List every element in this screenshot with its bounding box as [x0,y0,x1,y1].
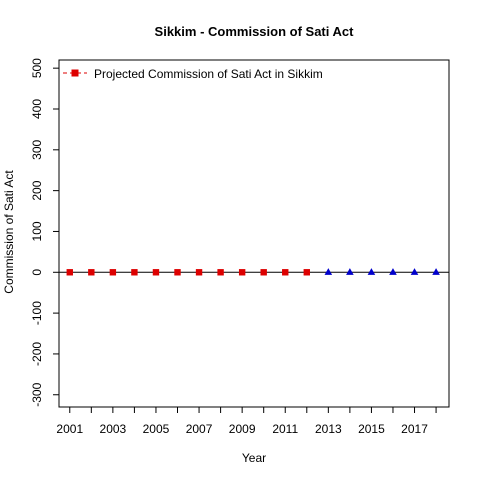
y-tick-label: 400 [30,99,44,119]
chart-title: Sikkim - Commission of Sati Act [155,24,355,39]
x-tick-label: 2009 [229,422,256,436]
legend: Projected Commission of Sati Act in Sikk… [63,67,323,81]
legend-square-marker [71,69,79,77]
data-point-triangle [432,268,440,275]
y-tick-label: 0 [30,269,44,276]
x-tick-label: 2015 [358,422,385,436]
data-point-triangle [410,268,419,275]
data-point-square [88,269,95,276]
data-point-square [174,269,181,276]
y-tick-label: 100 [30,221,44,241]
data-point-triangle [346,268,354,275]
x-tick-label: 2003 [100,422,127,436]
data-point-square [109,269,117,276]
data-point-square [260,269,267,276]
x-tick-label: 2005 [143,422,170,436]
data-point-square [152,269,160,276]
data-point-triangle [389,268,397,275]
data-point-triangle [324,268,333,275]
y-axis: -300 -200 -100 0 100 200 300 400 500 [30,58,59,407]
legend-entry: Projected Commission of Sati Act in Sikk… [94,67,323,81]
x-axis: 2001 2003 2005 2007 2009 2011 2013 2015 2017 [56,407,437,436]
y-tick-label: -300 [30,382,44,406]
x-axis-label: Year [242,451,266,465]
y-axis-label: Commission of Sati Act [2,170,16,294]
data-point-square [131,269,138,276]
x-tick-label: 2007 [186,422,213,436]
data-marks [66,268,440,276]
data-point-square [238,269,246,276]
y-tick-label: 300 [30,139,44,159]
data-point-square [195,269,203,276]
y-tick-label: 200 [30,180,44,200]
data-point-square [217,269,224,276]
y-tick-label: 500 [30,58,44,78]
y-tick-label: -200 [30,342,44,366]
x-tick-label: 2011 [272,422,298,436]
x-tick-label: 2017 [401,422,428,436]
x-tick-label: 2013 [315,422,342,436]
data-point-square [282,269,289,276]
data-point-square [303,269,310,276]
y-tick-label: -100 [30,301,44,325]
data-point-square [66,269,73,276]
data-point-triangle [367,268,376,275]
x-tick-label: 2001 [56,422,83,436]
plot-frame [58,59,450,408]
